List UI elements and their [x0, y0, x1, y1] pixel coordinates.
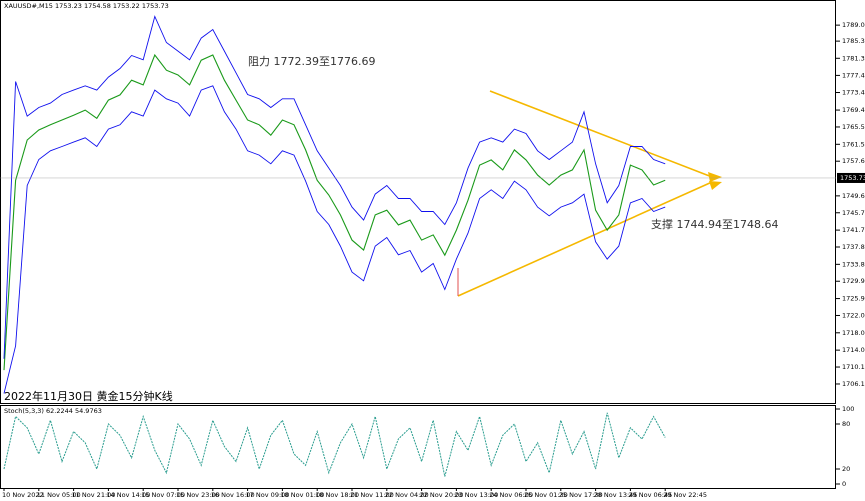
- y-tick-label: 0: [842, 480, 846, 488]
- y-tick-label: 1714.00: [842, 346, 865, 354]
- x-tick-label: 22 Nov 04:00: [385, 491, 429, 499]
- trendline: [489, 90, 713, 178]
- annotation: 阻力 1772.39至1776.69: [248, 55, 375, 68]
- y-tick-label: 1761.50: [842, 140, 865, 148]
- price-label: 1753.73: [840, 174, 865, 182]
- x-tick-label: 24 Nov 06:00: [489, 491, 533, 499]
- y-tick-label: 1737.80: [842, 243, 865, 251]
- main-frame: [0, 0, 836, 404]
- y-tick-label: 1785.31: [842, 37, 865, 45]
- stoch-frame: [0, 405, 836, 489]
- x-tick-label: 25 Nov 17:30: [559, 491, 603, 499]
- stoch-title: Stoch(5,3,3) 62.2244 54.9763: [4, 407, 102, 415]
- y-tick-label: 1722.00: [842, 311, 865, 319]
- x-tick-label: 11 Nov 21:00: [72, 491, 116, 499]
- y-tick-label: 1733.80: [842, 260, 865, 268]
- annotation: 支撑 1744.94至1748.64: [651, 217, 778, 231]
- x-tick-label: 23 Nov 13:00: [454, 491, 498, 499]
- y-tick-label: 1757.60: [842, 157, 865, 165]
- y-tick-label: 1769.40: [842, 106, 865, 114]
- y-tick-label: 1781.35: [842, 54, 865, 62]
- y-tick-label: 1773.45: [842, 89, 865, 97]
- y-tick-label: 20: [842, 465, 850, 473]
- x-tick-label: 10 Nov 2022: [2, 491, 44, 499]
- price-box: [837, 172, 865, 183]
- y-tick-label: 80: [842, 420, 850, 428]
- y-tick-label: 1729.90: [842, 277, 865, 285]
- y-tick-label: 1789.00: [842, 21, 865, 29]
- y-tick-label: 1741.70: [842, 226, 865, 234]
- x-tick-label: 17 Nov 09:00: [246, 491, 290, 499]
- chart-title: XAUUSD#,M15 1753.23 1754.58 1753.22 1753…: [4, 2, 169, 10]
- x-tick-label: 29 Nov 22:45: [663, 491, 707, 499]
- arrow-head: [709, 181, 722, 190]
- trendline: [457, 181, 713, 297]
- y-tick-label: 1777.40: [842, 71, 865, 79]
- series-line: [3, 15, 666, 359]
- arrow-head: [708, 172, 722, 182]
- y-tick-label: 1749.60: [842, 192, 865, 200]
- x-tick-label: 28 Nov 13:45: [594, 491, 638, 499]
- x-tick-label: 15 Nov 23:00: [176, 491, 220, 499]
- x-tick-label: 22 Nov 20:00: [420, 491, 464, 499]
- x-tick-label: 18 Nov 01:00: [280, 491, 324, 499]
- caption: 2022年11月30日 黄金15分钟K线: [4, 389, 173, 403]
- x-tick-label: 25 Nov 01:30: [524, 491, 568, 499]
- y-tick-label: 100: [842, 405, 854, 413]
- x-tick-label: 11 Nov 05:00: [37, 491, 81, 499]
- x-tick-label: 16 Nov 16:00: [211, 491, 255, 499]
- y-tick-label: 1718.00: [842, 329, 865, 337]
- y-tick-label: 1765.50: [842, 123, 865, 131]
- x-tick-label: 14 Nov 14:00: [106, 491, 150, 499]
- x-tick-label: 21 Nov 11:00: [350, 491, 394, 499]
- y-tick-label: 1745.70: [842, 209, 865, 217]
- x-tick-label: 29 Nov 06:45: [628, 491, 672, 499]
- y-tick-label: 1710.10: [842, 363, 865, 371]
- series-line: [3, 53, 666, 371]
- x-tick-label: 15 Nov 07:00: [141, 491, 185, 499]
- series-line: [3, 85, 666, 394]
- y-tick-label: 1706.19: [842, 380, 865, 388]
- x-tick-label: 18 Nov 18:00: [315, 491, 359, 499]
- y-tick-label: 1725.90: [842, 295, 865, 303]
